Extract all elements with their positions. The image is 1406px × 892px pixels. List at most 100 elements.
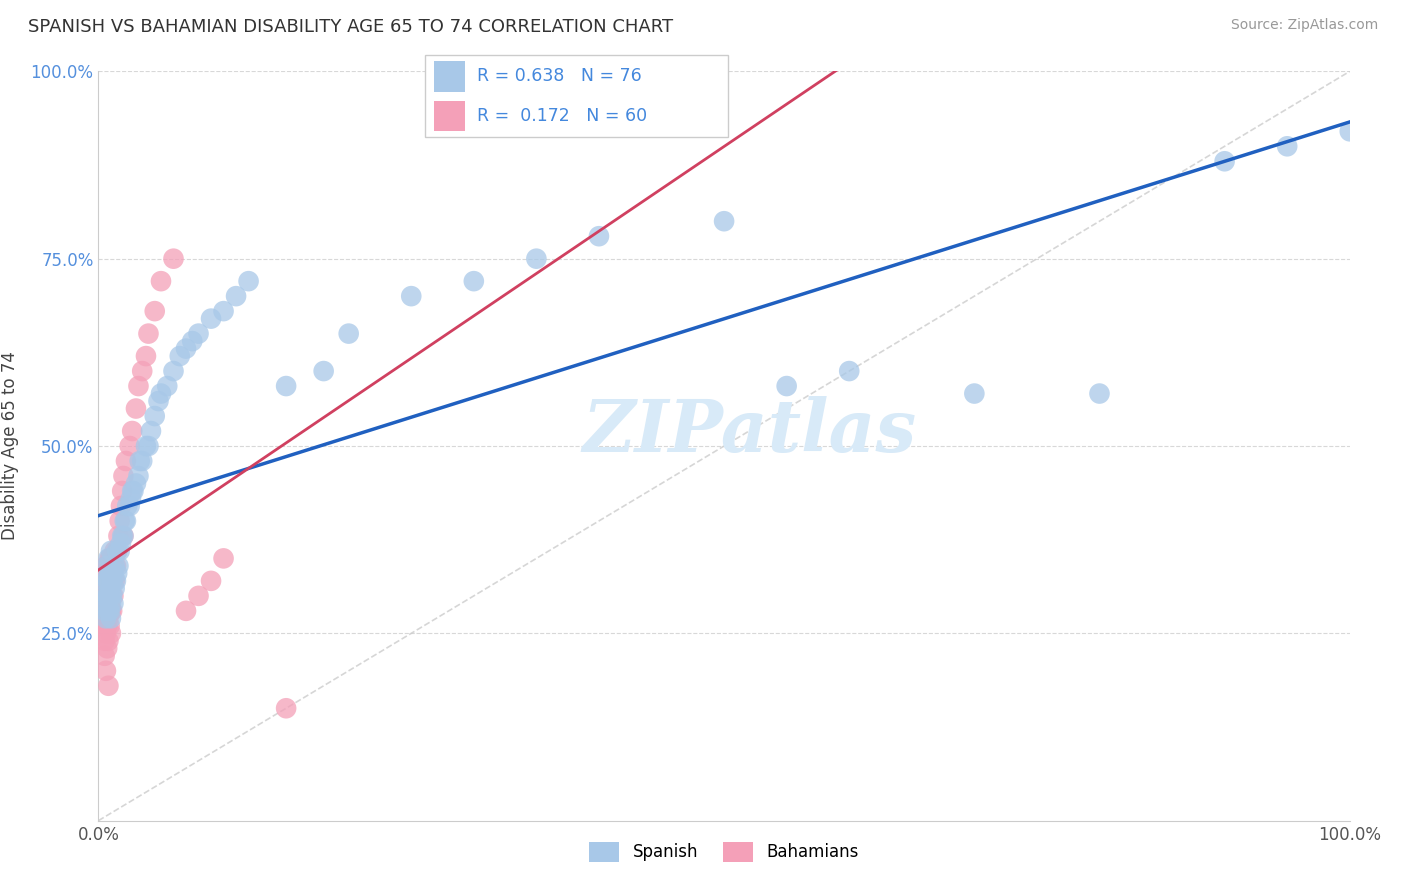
Point — [1339, 124, 1361, 138]
Point — [100, 604, 122, 618]
Point — [104, 558, 127, 573]
Point — [713, 214, 735, 228]
Point — [93, 566, 115, 581]
Point — [963, 386, 986, 401]
Point — [274, 379, 298, 393]
Point — [115, 514, 138, 528]
Point — [93, 604, 115, 618]
Point — [150, 274, 173, 288]
Point — [91, 619, 114, 633]
Point — [138, 439, 160, 453]
Point — [104, 574, 127, 588]
Point — [98, 619, 121, 633]
Point — [337, 326, 360, 341]
Point — [104, 544, 127, 558]
Point — [110, 536, 132, 550]
Point — [162, 364, 184, 378]
Point — [111, 483, 134, 498]
FancyBboxPatch shape — [425, 55, 728, 136]
Point — [108, 514, 131, 528]
Point — [96, 619, 118, 633]
Point — [118, 499, 141, 513]
Point — [312, 364, 335, 378]
Point — [96, 558, 118, 573]
Point — [274, 701, 298, 715]
Point — [114, 514, 136, 528]
Point — [96, 574, 118, 588]
Point — [105, 566, 128, 581]
Point — [98, 566, 121, 581]
Point — [103, 589, 125, 603]
Point — [125, 476, 148, 491]
Point — [97, 566, 120, 581]
Point — [148, 394, 170, 409]
Point — [110, 499, 132, 513]
Point — [93, 648, 115, 663]
Point — [94, 558, 117, 573]
Point — [97, 589, 120, 603]
Point — [93, 589, 115, 603]
Point — [162, 252, 184, 266]
Point — [100, 596, 122, 610]
Point — [115, 499, 138, 513]
Text: SPANISH VS BAHAMIAN DISABILITY AGE 65 TO 74 CORRELATION CHART: SPANISH VS BAHAMIAN DISABILITY AGE 65 TO… — [28, 18, 673, 36]
Point — [122, 483, 145, 498]
Point — [127, 469, 149, 483]
Point — [1088, 386, 1111, 401]
Point — [135, 349, 157, 363]
Point — [112, 469, 135, 483]
Point — [103, 566, 125, 581]
Point — [100, 582, 122, 596]
Point — [401, 289, 423, 303]
Point — [104, 574, 127, 588]
Point — [93, 589, 115, 603]
Point — [238, 274, 260, 288]
Point — [96, 589, 118, 603]
Point — [101, 589, 124, 603]
Point — [524, 252, 547, 266]
Point — [98, 596, 121, 610]
Point — [200, 574, 222, 588]
Point — [100, 626, 122, 640]
Point — [156, 379, 179, 393]
Point — [94, 664, 117, 678]
Point — [93, 633, 115, 648]
Point — [125, 401, 148, 416]
Point — [97, 633, 120, 648]
Point — [94, 626, 117, 640]
Point — [181, 334, 204, 348]
Point — [1213, 154, 1236, 169]
Point — [97, 604, 120, 618]
Point — [150, 386, 173, 401]
Point — [174, 604, 197, 618]
Point — [94, 611, 117, 625]
Point — [107, 529, 129, 543]
Point — [108, 544, 131, 558]
Point — [135, 439, 157, 453]
Text: R =  0.172   N = 60: R = 0.172 N = 60 — [478, 107, 648, 125]
Point — [120, 491, 142, 506]
Point — [212, 304, 235, 318]
Point — [200, 311, 222, 326]
Point — [127, 379, 149, 393]
Point — [139, 424, 162, 438]
Point — [121, 483, 143, 498]
Text: Source: ZipAtlas.com: Source: ZipAtlas.com — [1230, 18, 1378, 32]
Point — [100, 551, 122, 566]
Point — [212, 551, 235, 566]
Point — [588, 229, 610, 244]
Point — [101, 604, 124, 618]
Point — [97, 574, 120, 588]
Point — [100, 544, 122, 558]
Point — [98, 551, 121, 566]
Point — [97, 589, 120, 603]
Point — [112, 529, 135, 543]
Point — [93, 589, 115, 603]
Point — [111, 529, 134, 543]
Point — [97, 611, 120, 625]
Point — [131, 364, 153, 378]
Point — [143, 409, 166, 423]
Point — [105, 544, 128, 558]
Point — [100, 611, 122, 625]
Point — [98, 604, 121, 618]
